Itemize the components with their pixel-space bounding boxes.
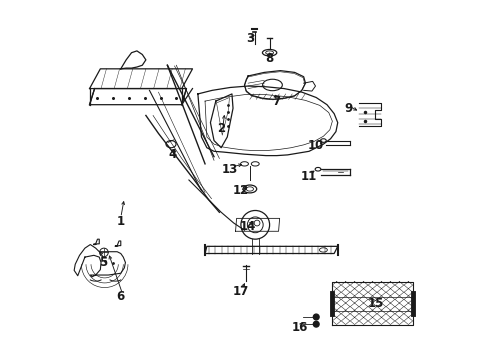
Text: 9: 9 (344, 102, 352, 115)
Text: 1: 1 (117, 215, 124, 228)
Text: 4: 4 (168, 148, 177, 161)
Circle shape (313, 314, 319, 320)
Text: 5: 5 (99, 256, 107, 269)
Text: 7: 7 (272, 95, 280, 108)
Text: 15: 15 (366, 297, 383, 310)
Text: 11: 11 (300, 170, 317, 183)
Text: 8: 8 (265, 51, 273, 64)
Text: 6: 6 (117, 290, 124, 303)
Text: 17: 17 (232, 285, 248, 298)
Text: 3: 3 (245, 32, 253, 45)
Text: 10: 10 (307, 139, 324, 152)
Text: 12: 12 (232, 184, 248, 197)
Text: 14: 14 (240, 220, 256, 233)
Text: 2: 2 (217, 122, 225, 135)
Circle shape (313, 321, 319, 327)
Text: 16: 16 (291, 320, 307, 333)
Text: 13: 13 (222, 163, 238, 176)
